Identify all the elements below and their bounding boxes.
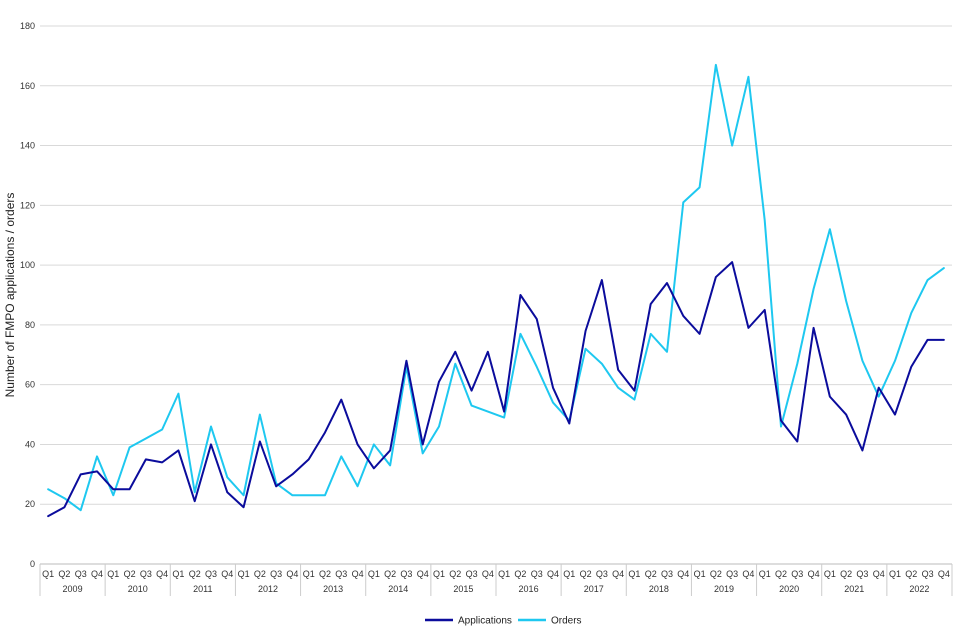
y-tick-label: 40 xyxy=(25,439,35,449)
x-tick-label-quarter: Q4 xyxy=(873,569,885,579)
x-tick-label-quarter: Q4 xyxy=(808,569,820,579)
x-tick-label-quarter: Q4 xyxy=(286,569,298,579)
x-tick-label-year: 2017 xyxy=(584,584,604,594)
x-tick-label-year: 2012 xyxy=(258,584,278,594)
x-tick-label-quarter: Q4 xyxy=(612,569,624,579)
x-tick-label-quarter: Q1 xyxy=(694,569,706,579)
x-tick-label-year: 2022 xyxy=(909,584,929,594)
x-tick-label-quarter: Q2 xyxy=(124,569,136,579)
x-tick-label-quarter: Q2 xyxy=(840,569,852,579)
y-tick-label: 100 xyxy=(20,260,35,270)
x-tick-label-quarter: Q2 xyxy=(645,569,657,579)
x-tick-label-quarter: Q2 xyxy=(710,569,722,579)
x-tick-label-year: 2013 xyxy=(323,584,343,594)
x-tick-label-quarter: Q4 xyxy=(156,569,168,579)
x-tick-label-year: 2016 xyxy=(519,584,539,594)
x-tick-label-quarter: Q4 xyxy=(221,569,233,579)
x-tick-label-quarter: Q3 xyxy=(466,569,478,579)
x-tick-label-quarter: Q3 xyxy=(75,569,87,579)
y-tick-label: 140 xyxy=(20,141,35,151)
series-lines xyxy=(47,63,945,518)
x-tick-label-quarter: Q4 xyxy=(938,569,950,579)
x-tick-label-quarter: Q3 xyxy=(531,569,543,579)
x-tick-label-quarter: Q4 xyxy=(547,569,559,579)
y-axis-tick-labels: 0 20 40 60 80 100 120 140 160 180 xyxy=(20,21,35,569)
x-tick-label-quarter: Q1 xyxy=(172,569,184,579)
x-tick-label-quarter: Q2 xyxy=(514,569,526,579)
x-tick-label-quarter: Q3 xyxy=(270,569,282,579)
x-tick-label-quarter: Q2 xyxy=(905,569,917,579)
x-tick-label-quarter: Q3 xyxy=(335,569,347,579)
x-tick-label-quarter: Q2 xyxy=(189,569,201,579)
x-tick-label-quarter: Q2 xyxy=(775,569,787,579)
x-tick-label-quarter: Q3 xyxy=(856,569,868,579)
x-tick-label-quarter: Q4 xyxy=(352,569,364,579)
x-tick-label-quarter: Q3 xyxy=(922,569,934,579)
x-tick-label-quarter: Q2 xyxy=(449,569,461,579)
x-tick-label-year: 2014 xyxy=(388,584,408,594)
x-tick-label-quarter: Q1 xyxy=(368,569,380,579)
x-tick-label-quarter: Q2 xyxy=(384,569,396,579)
legend-label-orders: Orders xyxy=(551,616,582,627)
x-tick-label-quarter: Q1 xyxy=(824,569,836,579)
y-tick-label: 180 xyxy=(20,21,35,31)
x-tick-label-year: 2019 xyxy=(714,584,734,594)
x-tick-label-quarter: Q1 xyxy=(889,569,901,579)
x-tick-label-quarter: Q4 xyxy=(742,569,754,579)
x-tick-label-quarter: Q1 xyxy=(238,569,250,579)
y-axis-title: Number of FMPO applications / orders xyxy=(3,193,17,398)
x-tick-label-quarter: Q1 xyxy=(563,569,575,579)
x-tick-label-year: 2010 xyxy=(128,584,148,594)
x-tick-label-quarter: Q2 xyxy=(254,569,266,579)
x-tick-label-quarter: Q4 xyxy=(482,569,494,579)
y-tick-label: 60 xyxy=(25,380,35,390)
x-tick-label-quarter: Q3 xyxy=(205,569,217,579)
x-tick-label-quarter: Q3 xyxy=(726,569,738,579)
gridlines xyxy=(40,25,952,565)
x-tick-label-quarter: Q2 xyxy=(580,569,592,579)
x-tick-label-year: 2018 xyxy=(649,584,669,594)
x-tick-label-quarter: Q3 xyxy=(400,569,412,579)
x-tick-label-quarter: Q1 xyxy=(42,569,54,579)
y-tick-label: 120 xyxy=(20,200,35,210)
series-line-applications xyxy=(47,261,945,518)
x-tick-label-quarter: Q3 xyxy=(791,569,803,579)
y-tick-label: 160 xyxy=(20,81,35,91)
x-tick-label-quarter: Q1 xyxy=(759,569,771,579)
x-tick-label-quarter: Q1 xyxy=(498,569,510,579)
x-tick-label-quarter: Q1 xyxy=(628,569,640,579)
x-tick-label-year: 2020 xyxy=(779,584,799,594)
x-tick-label-quarter: Q4 xyxy=(91,569,103,579)
x-tick-label-quarter: Q2 xyxy=(58,569,70,579)
x-tick-label-quarter: Q1 xyxy=(433,569,445,579)
x-tick-label-quarter: Q4 xyxy=(677,569,689,579)
x-axis: Q1 Q2 Q3 Q4 Q1 Q2 Q3 Q4 Q1 Q2 Q3 Q4 Q1 Q2 Q3 Q4 Q1 Q2 Q3 Q4… xyxy=(39,564,953,596)
x-tick-label-quarter: Q3 xyxy=(596,569,608,579)
y-tick-label: 80 xyxy=(25,320,35,330)
x-tick-label-year: 2011 xyxy=(193,584,212,594)
legend-label-applications: Applications xyxy=(458,616,512,627)
x-tick-label-quarter: Q3 xyxy=(140,569,152,579)
legend: Applications Orders xyxy=(425,616,582,627)
x-tick-label-year: 2009 xyxy=(63,584,83,594)
x-tick-label-year: 2015 xyxy=(453,584,473,594)
x-tick-label-quarter: Q1 xyxy=(107,569,119,579)
y-tick-label: 0 xyxy=(30,559,35,569)
y-tick-label: 20 xyxy=(25,499,35,509)
series-line-orders xyxy=(47,63,945,512)
x-tick-label-quarter: Q2 xyxy=(319,569,331,579)
x-tick-label-quarter: Q3 xyxy=(661,569,673,579)
x-tick-label-quarter: Q4 xyxy=(417,569,429,579)
x-tick-label-year: 2021 xyxy=(844,584,864,594)
x-tick-label-quarter: Q1 xyxy=(303,569,315,579)
